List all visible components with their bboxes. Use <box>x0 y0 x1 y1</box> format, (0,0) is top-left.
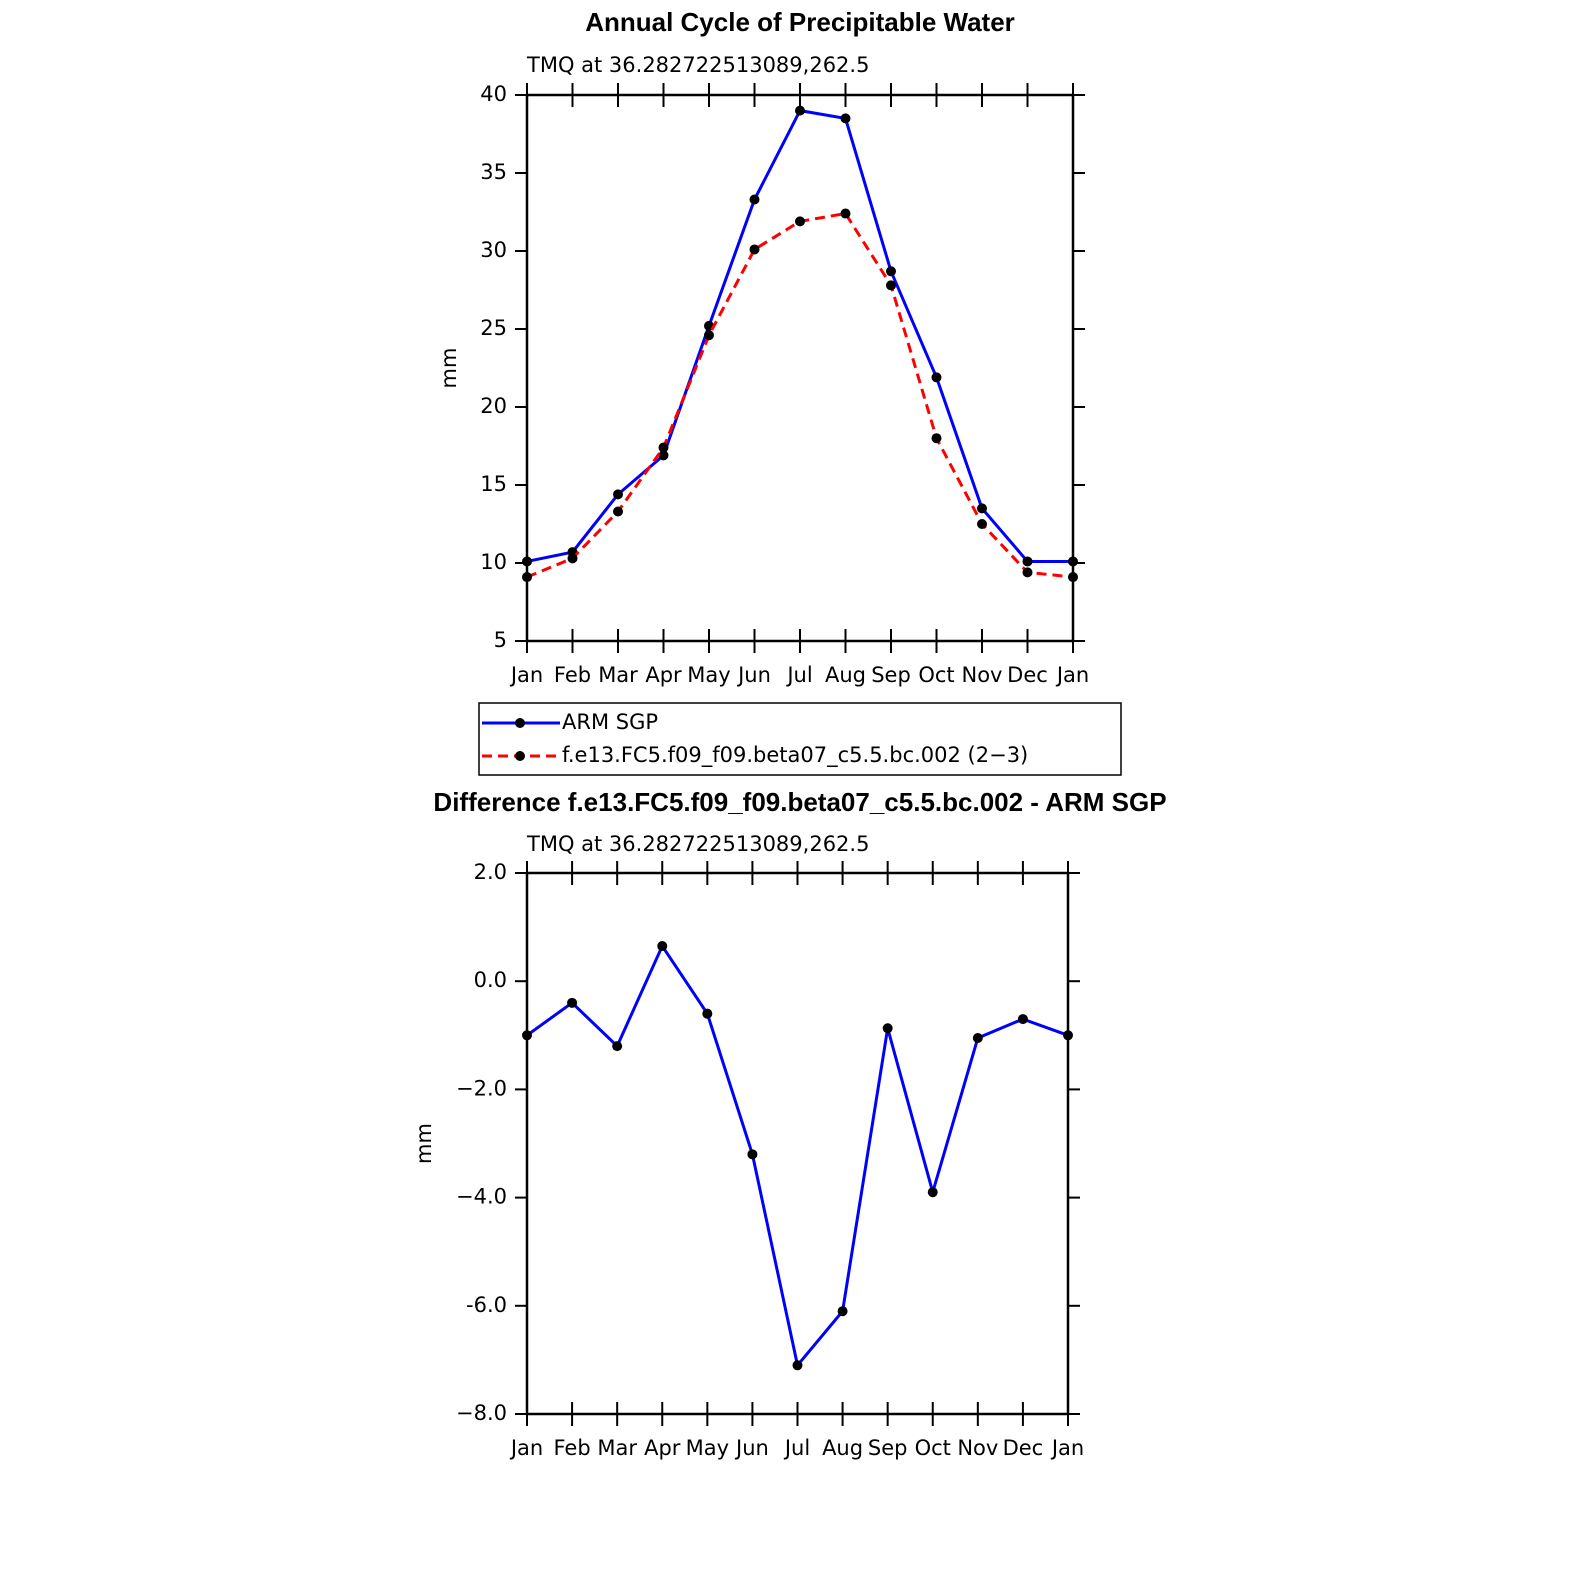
y-axis-label: mm <box>412 1123 436 1164</box>
x-tick-label: Oct <box>918 663 954 687</box>
data-point <box>840 208 851 219</box>
chart-subtitle: TMQ at 36.282722513089,262.5 <box>526 832 869 856</box>
x-tick-label: Oct <box>915 1436 951 1460</box>
x-tick-label: Apr <box>644 1436 681 1460</box>
x-tick-label: Jan <box>1050 1436 1084 1460</box>
legend-box <box>478 702 1122 776</box>
data-point <box>1022 556 1033 567</box>
x-tick-label: Mar <box>598 663 638 687</box>
series-line <box>526 211 1074 579</box>
x-tick-label: Aug <box>822 1436 863 1460</box>
x-tick-label: Jun <box>734 1436 769 1460</box>
data-point <box>886 280 896 291</box>
x-tick-label: Jan <box>509 1436 543 1460</box>
x-tick-label: May <box>686 1436 729 1460</box>
x-tick-label: Nov <box>957 1436 998 1460</box>
chart-title: Annual Cycle of Precipitable Water <box>585 7 1015 37</box>
data-point <box>1068 556 1078 567</box>
data-point <box>977 503 987 514</box>
y-tick-label: −4.0 <box>456 1185 507 1209</box>
x-tick-label: Jul <box>785 663 812 687</box>
data-point <box>795 216 805 227</box>
data-point <box>704 330 714 341</box>
x-tick-label: Nov <box>962 663 1003 687</box>
x-tick-label: Sep <box>868 1436 908 1460</box>
data-point <box>567 553 578 564</box>
y-tick-label: 0.0 <box>474 968 507 992</box>
x-tick-label: Mar <box>597 1436 637 1460</box>
series-line <box>526 108 1073 563</box>
data-point <box>931 372 942 383</box>
legend-marker <box>515 751 525 761</box>
data-point <box>927 1187 938 1198</box>
x-tick-label: Jan <box>1055 663 1089 687</box>
series-line <box>526 942 1069 1369</box>
legend-marker <box>515 718 525 728</box>
y-tick-label: 40 <box>480 82 507 106</box>
data-point <box>567 997 578 1008</box>
x-tick-label: Dec <box>1007 663 1048 687</box>
data-point <box>702 1008 713 1019</box>
chart-subtitle: TMQ at 36.282722513089,262.5 <box>526 53 869 77</box>
y-tick-label: 35 <box>480 160 507 184</box>
legend-label: f.e13.FC5.f09_f09.beta07_c5.5.bc.002 (2−… <box>562 743 1028 768</box>
x-tick-label: Feb <box>553 1436 590 1460</box>
data-point <box>749 244 760 255</box>
data-point <box>612 1041 623 1052</box>
data-point <box>1063 1030 1073 1041</box>
data-point <box>792 1360 803 1371</box>
y-tick-label: 25 <box>480 316 507 340</box>
x-tick-label: Dec <box>1003 1436 1044 1460</box>
x-tick-label: Jun <box>736 663 771 687</box>
plot-frame <box>525 93 1075 643</box>
y-tick-label: 30 <box>480 238 507 262</box>
y-tick-label: −8.0 <box>456 1401 507 1425</box>
y-tick-label: 2.0 <box>474 860 507 884</box>
data-point <box>837 1306 848 1317</box>
data-point <box>882 1023 893 1034</box>
legend-label: ARM SGP <box>562 710 658 734</box>
plot-frame <box>525 871 1070 1416</box>
data-point <box>1022 567 1033 578</box>
x-tick-label: Jan <box>509 663 543 687</box>
data-point <box>749 194 760 205</box>
data-point <box>658 450 669 461</box>
data-point <box>931 433 942 444</box>
data-point <box>522 1030 532 1041</box>
data-point <box>657 941 668 952</box>
y-tick-label: −2.0 <box>456 1076 507 1100</box>
data-point <box>1068 572 1078 583</box>
y-tick-label: 5 <box>494 628 507 652</box>
data-point <box>886 266 896 277</box>
chart-title: Difference f.e13.FC5.f09_f09.beta07_c5.5… <box>433 787 1166 817</box>
data-point <box>1017 1014 1028 1025</box>
y-tick-label: -6.0 <box>466 1293 507 1317</box>
y-tick-label: 10 <box>480 550 507 574</box>
x-tick-label: Jul <box>783 1436 810 1460</box>
x-tick-label: May <box>687 663 730 687</box>
data-point <box>658 442 669 453</box>
data-point <box>613 506 623 517</box>
data-point <box>747 1149 758 1160</box>
data-point <box>795 105 805 116</box>
x-tick-label: Sep <box>871 663 911 687</box>
data-point <box>972 1033 983 1044</box>
y-tick-label: 20 <box>480 394 507 418</box>
data-point <box>522 572 532 583</box>
y-tick-label: 15 <box>480 472 507 496</box>
data-point <box>977 519 987 529</box>
data-point <box>613 489 623 500</box>
y-axis-label: mm <box>437 348 461 389</box>
data-point <box>840 113 851 124</box>
x-tick-label: Aug <box>825 663 866 687</box>
x-tick-label: Apr <box>645 663 682 687</box>
data-point <box>522 556 532 567</box>
x-tick-label: Feb <box>554 663 591 687</box>
